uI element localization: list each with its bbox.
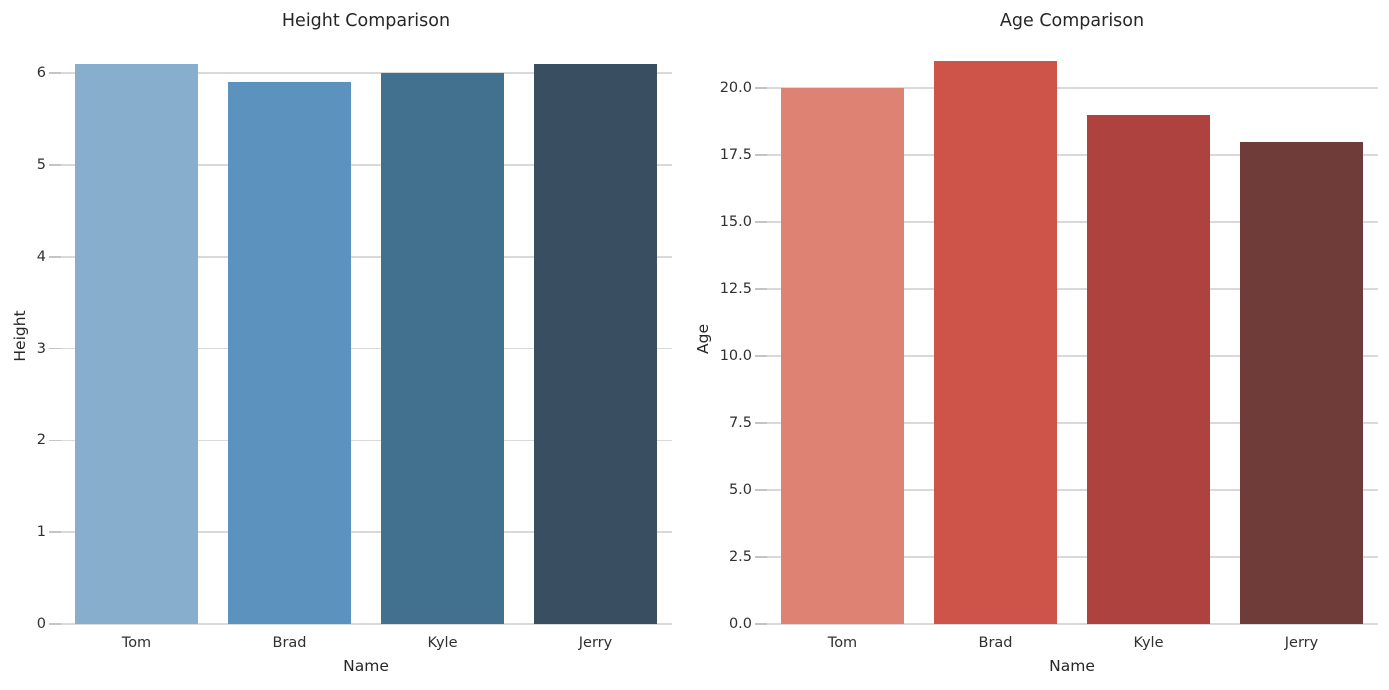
x-tick-label: Kyle xyxy=(1133,635,1164,651)
y-tick-label: 0 xyxy=(36,616,46,632)
gridline xyxy=(60,531,672,533)
y-tick-label: 17.5 xyxy=(719,147,752,163)
gridline xyxy=(766,288,1378,290)
gridline xyxy=(60,256,672,258)
bar-jerry xyxy=(1240,141,1363,624)
y-tick-mark xyxy=(49,72,61,74)
gridline xyxy=(766,556,1378,558)
age-comparison-chart: Age Comparison Age Name 0.0 2.5 5.0 7.5 10.0… xyxy=(694,0,1389,690)
x-tick-label: Jerry xyxy=(1284,635,1319,651)
x-tick-label: Kyle xyxy=(427,635,458,651)
y-tick-mark xyxy=(49,164,61,166)
x-tick-label: Brad xyxy=(272,635,307,651)
gridline xyxy=(766,623,1378,625)
gridline xyxy=(60,72,672,74)
chart-title: Height Comparison xyxy=(281,11,451,31)
y-tick-label: 1 xyxy=(36,524,46,541)
bar-kyle xyxy=(1087,114,1210,624)
x-axis-label: Name xyxy=(343,657,389,675)
bar-jerry xyxy=(534,64,657,624)
y-tick-mark xyxy=(755,623,767,625)
y-tick-label: 12.5 xyxy=(719,281,752,297)
y-tick-mark xyxy=(755,87,767,89)
bar-tom xyxy=(781,88,904,624)
y-tick-mark xyxy=(49,347,61,350)
y-tick-label: 2.5 xyxy=(728,549,752,565)
height-comparison-chart: Height Comparison Height Name 0 1 2 3 4 5 6 Tom… xyxy=(0,0,694,690)
chart-title: Age Comparison xyxy=(999,11,1145,31)
y-tick-label: 3 xyxy=(36,340,46,357)
gridline xyxy=(60,623,672,625)
y-tick-mark xyxy=(49,531,61,533)
gridline xyxy=(60,439,672,442)
y-tick-label: 15.0 xyxy=(719,214,752,230)
y-tick-label: 0.0 xyxy=(728,616,752,632)
gridline xyxy=(766,154,1378,156)
y-tick-label: 7.5 xyxy=(728,415,752,431)
y-tick-label: 6 xyxy=(36,65,46,82)
y-tick-mark xyxy=(755,288,767,290)
gridline xyxy=(766,489,1378,491)
gridline xyxy=(60,347,672,350)
gridline xyxy=(60,164,672,166)
y-tick-mark xyxy=(755,556,767,558)
y-tick-label: 4 xyxy=(36,248,46,265)
y-tick-label: 10.0 xyxy=(719,348,752,364)
bar-brad xyxy=(228,82,351,624)
y-tick-mark xyxy=(49,439,61,442)
bar-brad xyxy=(934,61,1057,624)
gridline xyxy=(766,221,1378,223)
y-tick-label: 5.0 xyxy=(728,482,752,498)
x-tick-label: Jerry xyxy=(578,635,613,651)
y-tick-mark xyxy=(755,154,767,156)
gridline xyxy=(766,422,1378,424)
y-tick-label: 5 xyxy=(36,157,46,173)
y-tick-mark xyxy=(755,355,767,357)
y-tick-mark xyxy=(755,422,767,424)
gridline xyxy=(766,355,1378,357)
y-tick-mark xyxy=(49,256,61,258)
x-tick-label: Tom xyxy=(121,635,152,651)
y-tick-mark xyxy=(49,623,61,625)
y-tick-mark xyxy=(755,489,767,491)
y-tick-label: 20.0 xyxy=(719,80,752,96)
x-tick-label: Brad xyxy=(978,635,1013,651)
y-tick-mark xyxy=(755,221,767,223)
x-axis-label: Name xyxy=(1049,657,1095,675)
bar-tom xyxy=(75,64,198,624)
bar-kyle xyxy=(381,73,504,624)
gridline xyxy=(766,87,1378,89)
y-tick-label: 2 xyxy=(36,432,46,449)
x-tick-label: Tom xyxy=(827,635,858,651)
